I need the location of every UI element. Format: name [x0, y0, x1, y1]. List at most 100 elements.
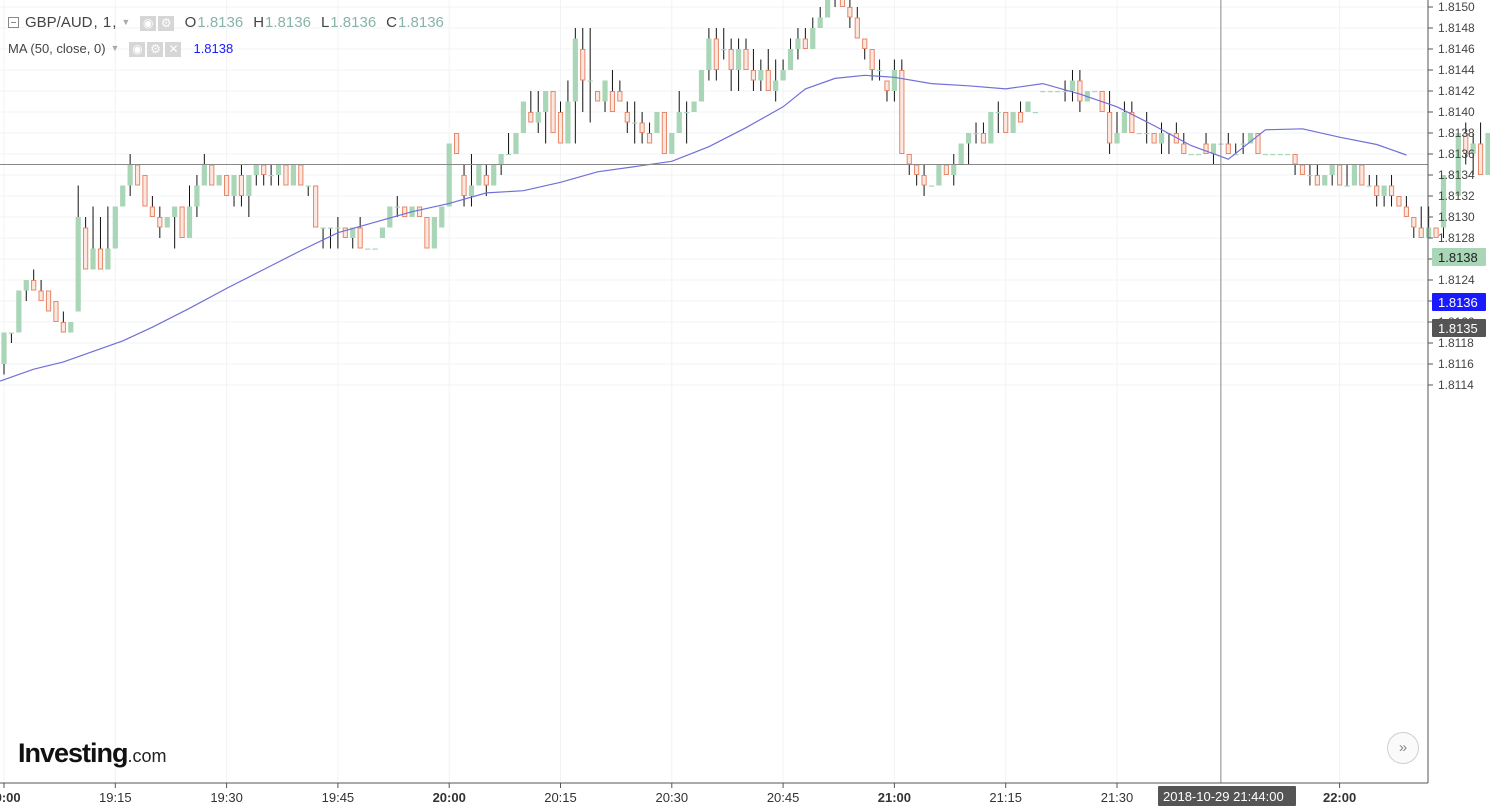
- candle-body-up: [164, 217, 170, 228]
- candle: [1418, 206, 1424, 238]
- candle-body-up: [721, 49, 727, 51]
- candle-body-up: [1329, 164, 1335, 175]
- candle-body-down: [179, 206, 185, 238]
- price-tick-label: 1.8148: [1438, 21, 1475, 35]
- close-icon[interactable]: ✕: [165, 42, 182, 58]
- price-tick-label: 1.8130: [1438, 210, 1475, 224]
- chevron-down-icon[interactable]: ▼: [110, 43, 120, 53]
- candle-body-up: [669, 133, 675, 154]
- gear-icon[interactable]: ⚙: [158, 15, 175, 31]
- candle-body-up: [520, 101, 526, 133]
- candle: [364, 248, 371, 250]
- eye-icon[interactable]: ◉: [129, 42, 146, 58]
- price-tick-label: 1.8138: [1438, 126, 1475, 140]
- candle-body-up: [1270, 154, 1276, 156]
- candle-body-up: [305, 185, 311, 187]
- candle: [914, 164, 920, 186]
- candle-body-down: [580, 49, 586, 81]
- candle-body-up: [787, 49, 794, 70]
- candle-body-up: [505, 154, 512, 156]
- candle-body-up: [379, 227, 386, 238]
- candle-body-down: [1292, 154, 1298, 165]
- candle-body-up: [1055, 91, 1061, 93]
- candle-body-up: [468, 185, 475, 196]
- candle: [1017, 101, 1024, 123]
- candle: [1485, 133, 1490, 175]
- price-tick-label: 1.8114: [1438, 378, 1474, 392]
- candle: [23, 280, 29, 301]
- candle-body-down: [550, 91, 556, 133]
- eye-icon[interactable]: ◉: [140, 15, 157, 31]
- candle: [557, 101, 564, 144]
- candle-body-up: [1025, 101, 1031, 112]
- candle: [172, 206, 178, 249]
- candle: [45, 290, 52, 312]
- crosshair-price-badge: 1.8135: [1432, 319, 1486, 337]
- candle: [350, 227, 356, 249]
- gear-icon[interactable]: ⚙: [147, 42, 164, 58]
- price-tick-label: 1.8146: [1438, 42, 1475, 56]
- candle-body-up: [780, 70, 786, 81]
- candle-body-up: [498, 154, 504, 165]
- candle: [795, 28, 801, 60]
- ma-50-line: [0, 74, 1407, 382]
- symbol-name[interactable]: GBP/AUD: [25, 14, 93, 31]
- candle-body-down: [45, 290, 52, 312]
- minus-square-icon[interactable]: [8, 17, 19, 28]
- candle-body-up: [246, 175, 252, 196]
- candle: [238, 164, 245, 207]
- candle-body-up: [995, 112, 1001, 114]
- chevron-down-icon[interactable]: ▼: [121, 17, 131, 27]
- candle: [735, 38, 742, 91]
- candle-body-down: [53, 301, 59, 322]
- candle: [1366, 175, 1372, 187]
- candle: [83, 217, 89, 270]
- candle-body-up: [587, 80, 593, 82]
- candle-body-up: [446, 143, 452, 207]
- price-tick-label: 1.8144: [1438, 63, 1475, 77]
- candle: [224, 175, 230, 196]
- price-tick-label: 1.8142: [1438, 84, 1475, 98]
- candle-body-down: [357, 227, 363, 249]
- candle: [1225, 133, 1231, 154]
- candle-body-up: [876, 70, 883, 72]
- candle: [283, 164, 289, 186]
- candle-body-down: [60, 322, 66, 333]
- candle: [624, 101, 630, 133]
- candle-body-up: [817, 17, 823, 28]
- candle-body-up: [1381, 185, 1387, 196]
- candle: [342, 227, 348, 238]
- candle-body-down: [557, 112, 564, 144]
- candle: [1477, 122, 1484, 175]
- candle-body-down: [1003, 112, 1009, 133]
- candle-body-down: [914, 164, 920, 175]
- candle-body-down: [416, 206, 423, 217]
- candle-body-down: [609, 91, 616, 112]
- candle: [943, 164, 949, 175]
- indicator-name[interactable]: MA (50, close, 0): [8, 41, 106, 56]
- candle-body-down: [454, 133, 460, 154]
- candle-body-down: [38, 290, 44, 301]
- candle: [1188, 154, 1194, 156]
- candle-body-up: [1262, 154, 1268, 156]
- candle-body-down: [1388, 185, 1395, 196]
- candle-body-up: [758, 70, 764, 81]
- candle: [876, 59, 883, 81]
- candle: [231, 175, 237, 207]
- double-chevron-right-icon[interactable]: »: [1387, 732, 1419, 764]
- candle-body-up: [513, 133, 519, 154]
- candle-body-down: [224, 175, 230, 196]
- candle-body-up: [632, 122, 638, 124]
- candle: [966, 133, 972, 165]
- interval[interactable]: 1: [102, 14, 112, 31]
- candle: [520, 101, 526, 133]
- candle: [728, 38, 734, 91]
- time-tick-label: 20:45: [767, 790, 800, 805]
- candle-body-down: [765, 70, 771, 91]
- candle-body-up: [1062, 91, 1068, 93]
- candle: [446, 143, 452, 207]
- candle-body-up: [988, 112, 994, 144]
- candle: [595, 91, 601, 102]
- candle: [1329, 164, 1335, 186]
